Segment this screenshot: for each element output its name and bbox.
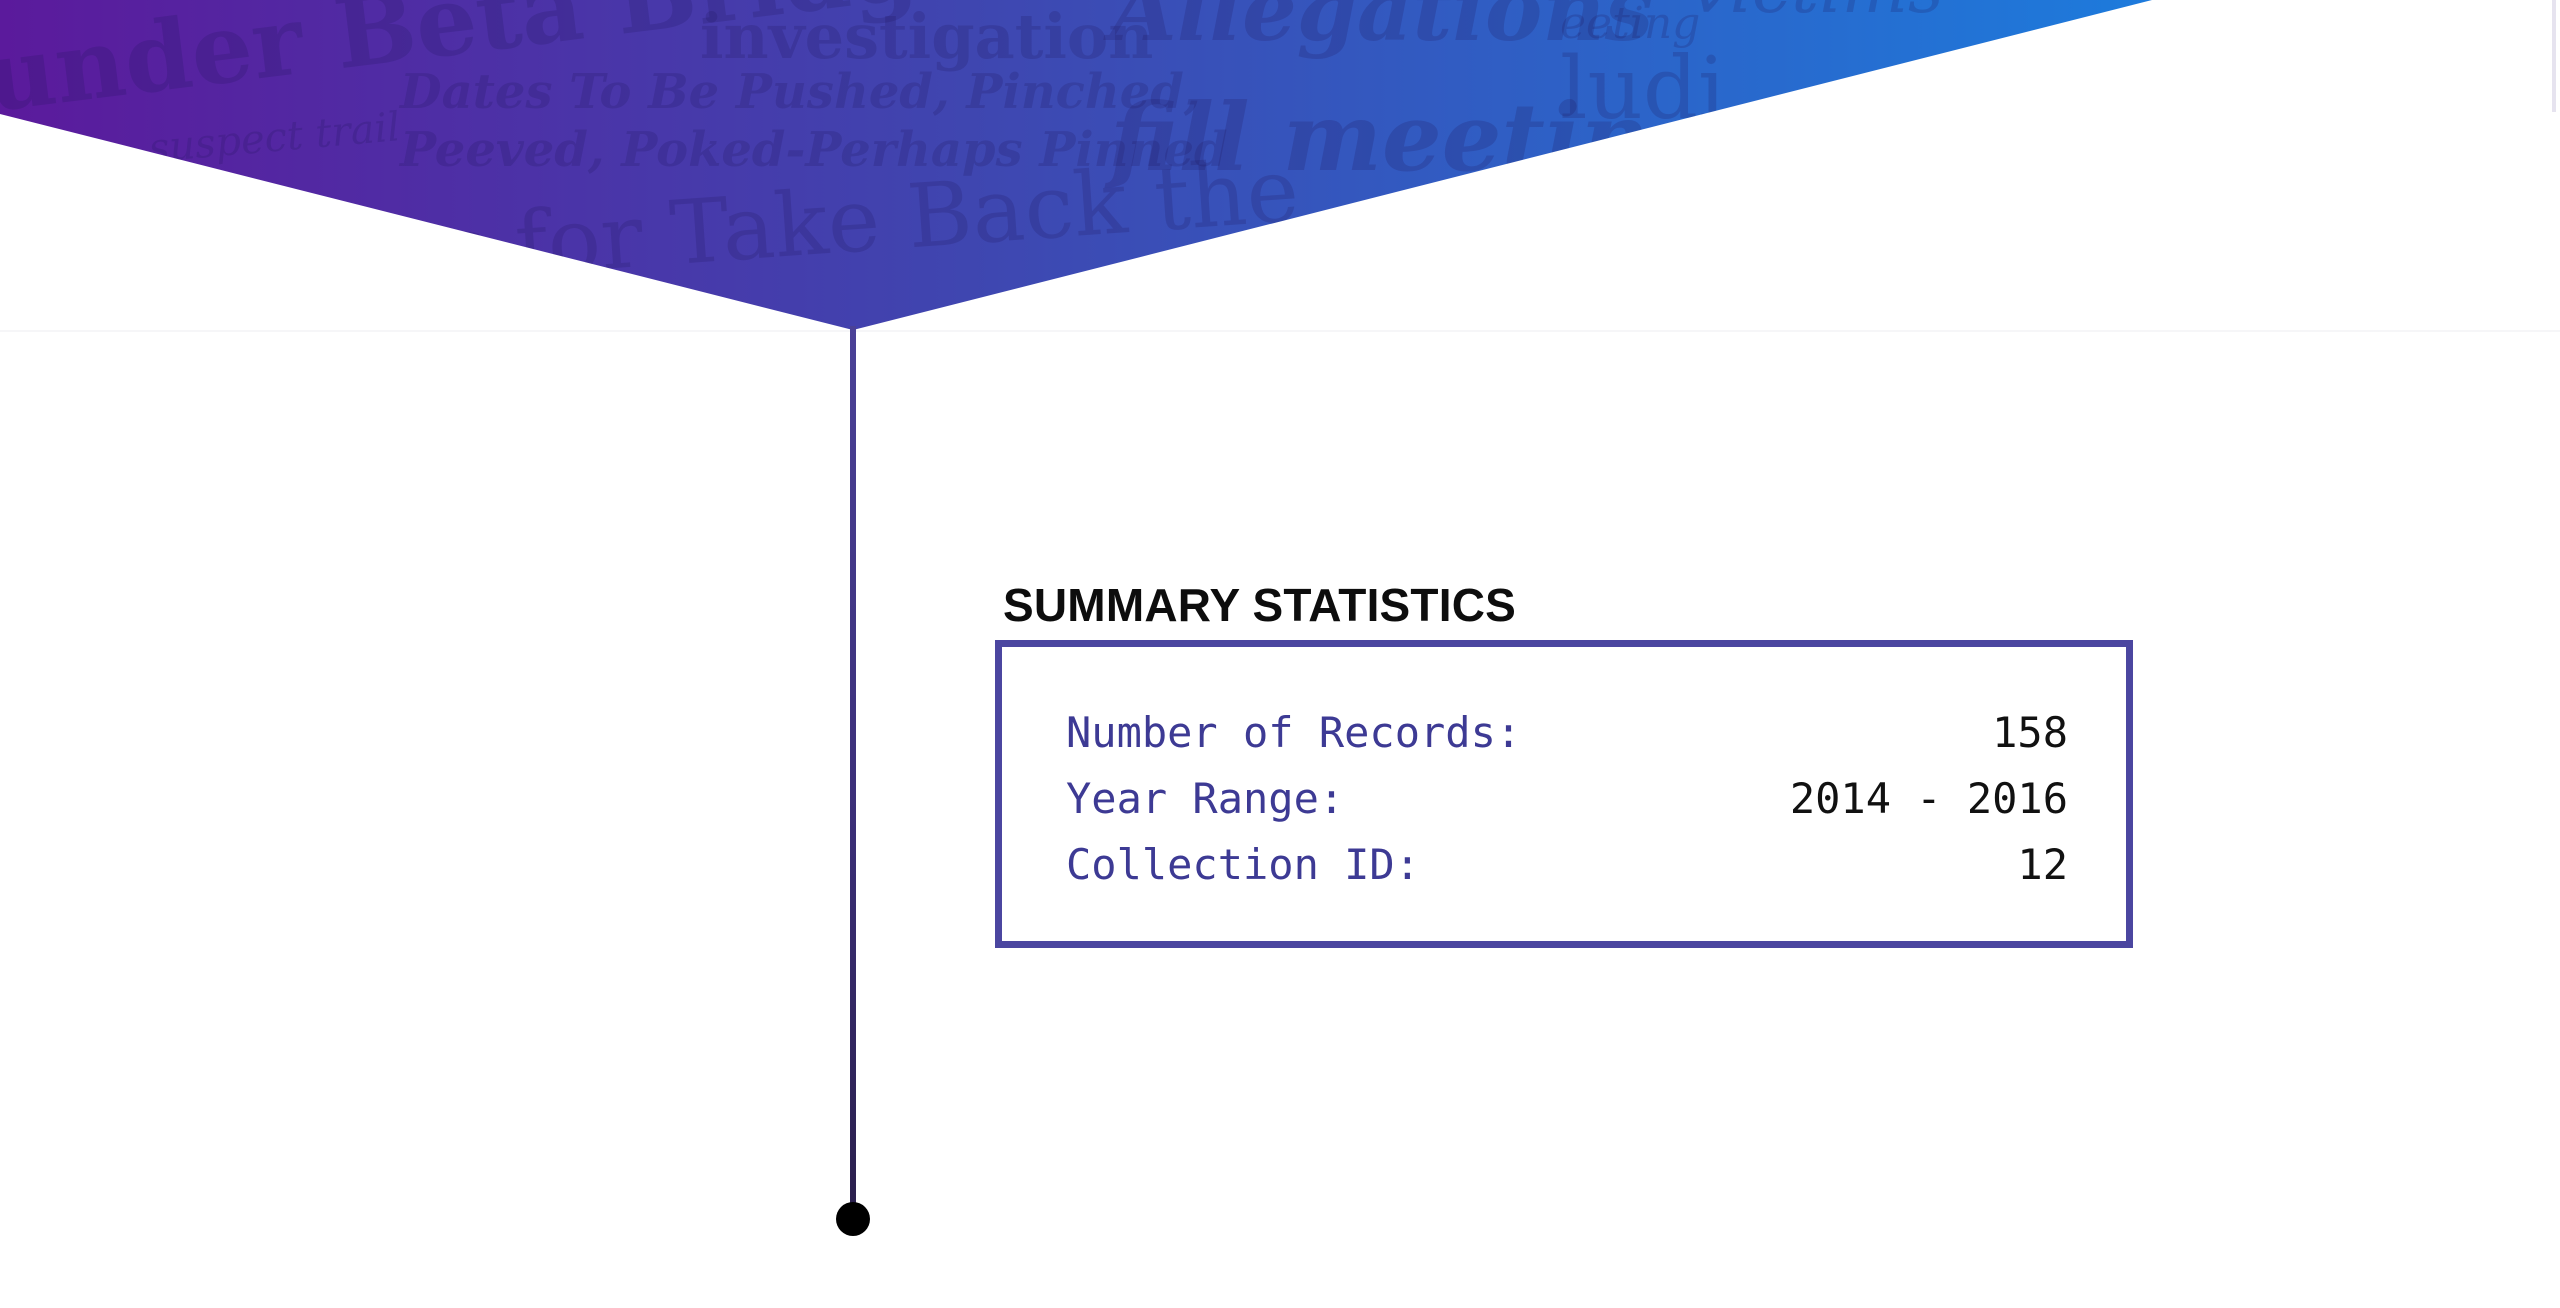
banner-shape (0, 0, 2152, 330)
stat-row-year-range: Year Range: 2014 - 2016 (1066, 771, 2068, 827)
timeline-end-dot (836, 1202, 870, 1236)
stat-label: Number of Records: (1066, 708, 1522, 757)
banner-divider (0, 330, 2560, 332)
stat-value: 158 (1992, 708, 2068, 757)
timeline-line (850, 326, 856, 1216)
summary-title: SUMMARY STATISTICS (1003, 579, 1517, 631)
edge-marker (2552, 0, 2556, 112)
banner-headline: Peeved, Poked-Perhaps Pinned (398, 122, 1228, 178)
stat-row-collection-id: Collection ID: 12 (1066, 837, 2068, 893)
stat-value: 12 (2017, 840, 2068, 889)
stat-label: Year Range: (1066, 774, 1345, 823)
banner-headline: investigation (700, 0, 1153, 73)
banner-headline: ludi (1560, 39, 1725, 139)
banner-headline: eeting (1560, 0, 1700, 49)
header-banner: under Beta Bridge investigation Allegati… (0, 0, 2152, 330)
banner-headline: victims (1690, 0, 1944, 29)
stat-label: Collection ID: (1066, 840, 1421, 889)
summary-box: Number of Records: 158 Year Range: 2014 … (995, 640, 2133, 948)
stat-row-records: Number of Records: 158 (1066, 705, 2068, 761)
stat-value: 2014 - 2016 (1789, 774, 2068, 823)
banner-headline: Allegations (1103, 0, 1653, 61)
banner-headline: Dates To Be Pushed, Pinched, (398, 64, 1201, 120)
